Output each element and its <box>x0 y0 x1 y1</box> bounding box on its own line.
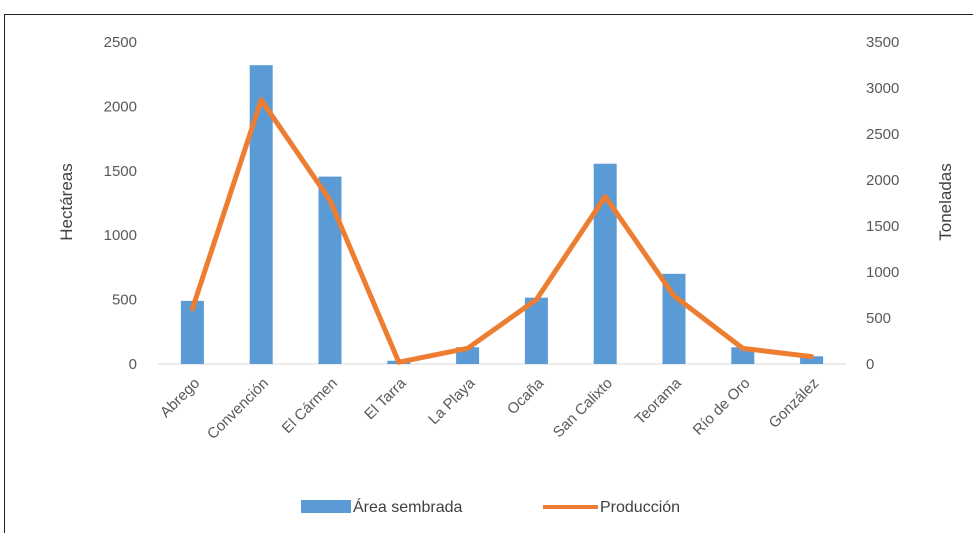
y-left-tick-label: 2000 <box>104 98 137 115</box>
y-left-tick-label: 0 <box>129 356 137 373</box>
bar-area-sembrada <box>180 300 204 364</box>
x-tick-label: Abrego <box>157 375 203 421</box>
x-tick-label: El Cármen <box>279 375 341 437</box>
x-tick-label: Río de Oro <box>690 375 754 439</box>
legend-swatch-area-sembrada <box>301 500 351 513</box>
y-left-tick-label: 1000 <box>104 227 137 244</box>
x-tick-label: La Playa <box>425 374 479 428</box>
y-left-tick-label: 500 <box>112 292 137 309</box>
bar-area-sembrada <box>662 273 686 364</box>
x-tick-label: San Calixto <box>550 375 616 441</box>
y-left-tick-label: 1500 <box>104 163 137 180</box>
x-tick-label: Teorama <box>632 374 686 428</box>
legend-label-area-sembrada: Área sembrada <box>353 497 462 516</box>
chart-frame <box>4 14 973 533</box>
y-right-tick-label: 1000 <box>866 264 899 281</box>
y-right-tick-label: 3000 <box>866 80 899 97</box>
line-produccion <box>189 97 815 365</box>
bar-area-sembrada <box>524 297 548 364</box>
y-left-tick-label: 2500 <box>104 34 137 51</box>
y-axis-right-title: Toneladas <box>936 163 955 241</box>
x-tick-label: González <box>766 375 823 432</box>
y-right-tick-label: 500 <box>866 310 891 327</box>
legend-label-produccion: Producción <box>600 499 680 516</box>
y-axis-left-title: Hectáreas <box>57 163 76 240</box>
bar-area-sembrada <box>249 65 273 365</box>
bar-area-sembrada <box>318 176 342 364</box>
y-right-tick-label: 0 <box>866 356 874 373</box>
x-tick-label: Convención <box>204 375 272 443</box>
bar-area-sembrada <box>593 163 617 364</box>
x-tick-label: El Tarra <box>361 374 410 423</box>
y-right-tick-label: 1500 <box>866 218 899 235</box>
legend: Área sembrada Producción <box>301 497 680 516</box>
y-right-tick-label: 3500 <box>866 34 899 51</box>
y-right-tick-label: 2000 <box>866 172 899 189</box>
x-tick-label: Ocaña <box>504 374 548 418</box>
bar-area-sembrada <box>800 356 824 364</box>
y-right-tick-label: 2500 <box>866 126 899 143</box>
